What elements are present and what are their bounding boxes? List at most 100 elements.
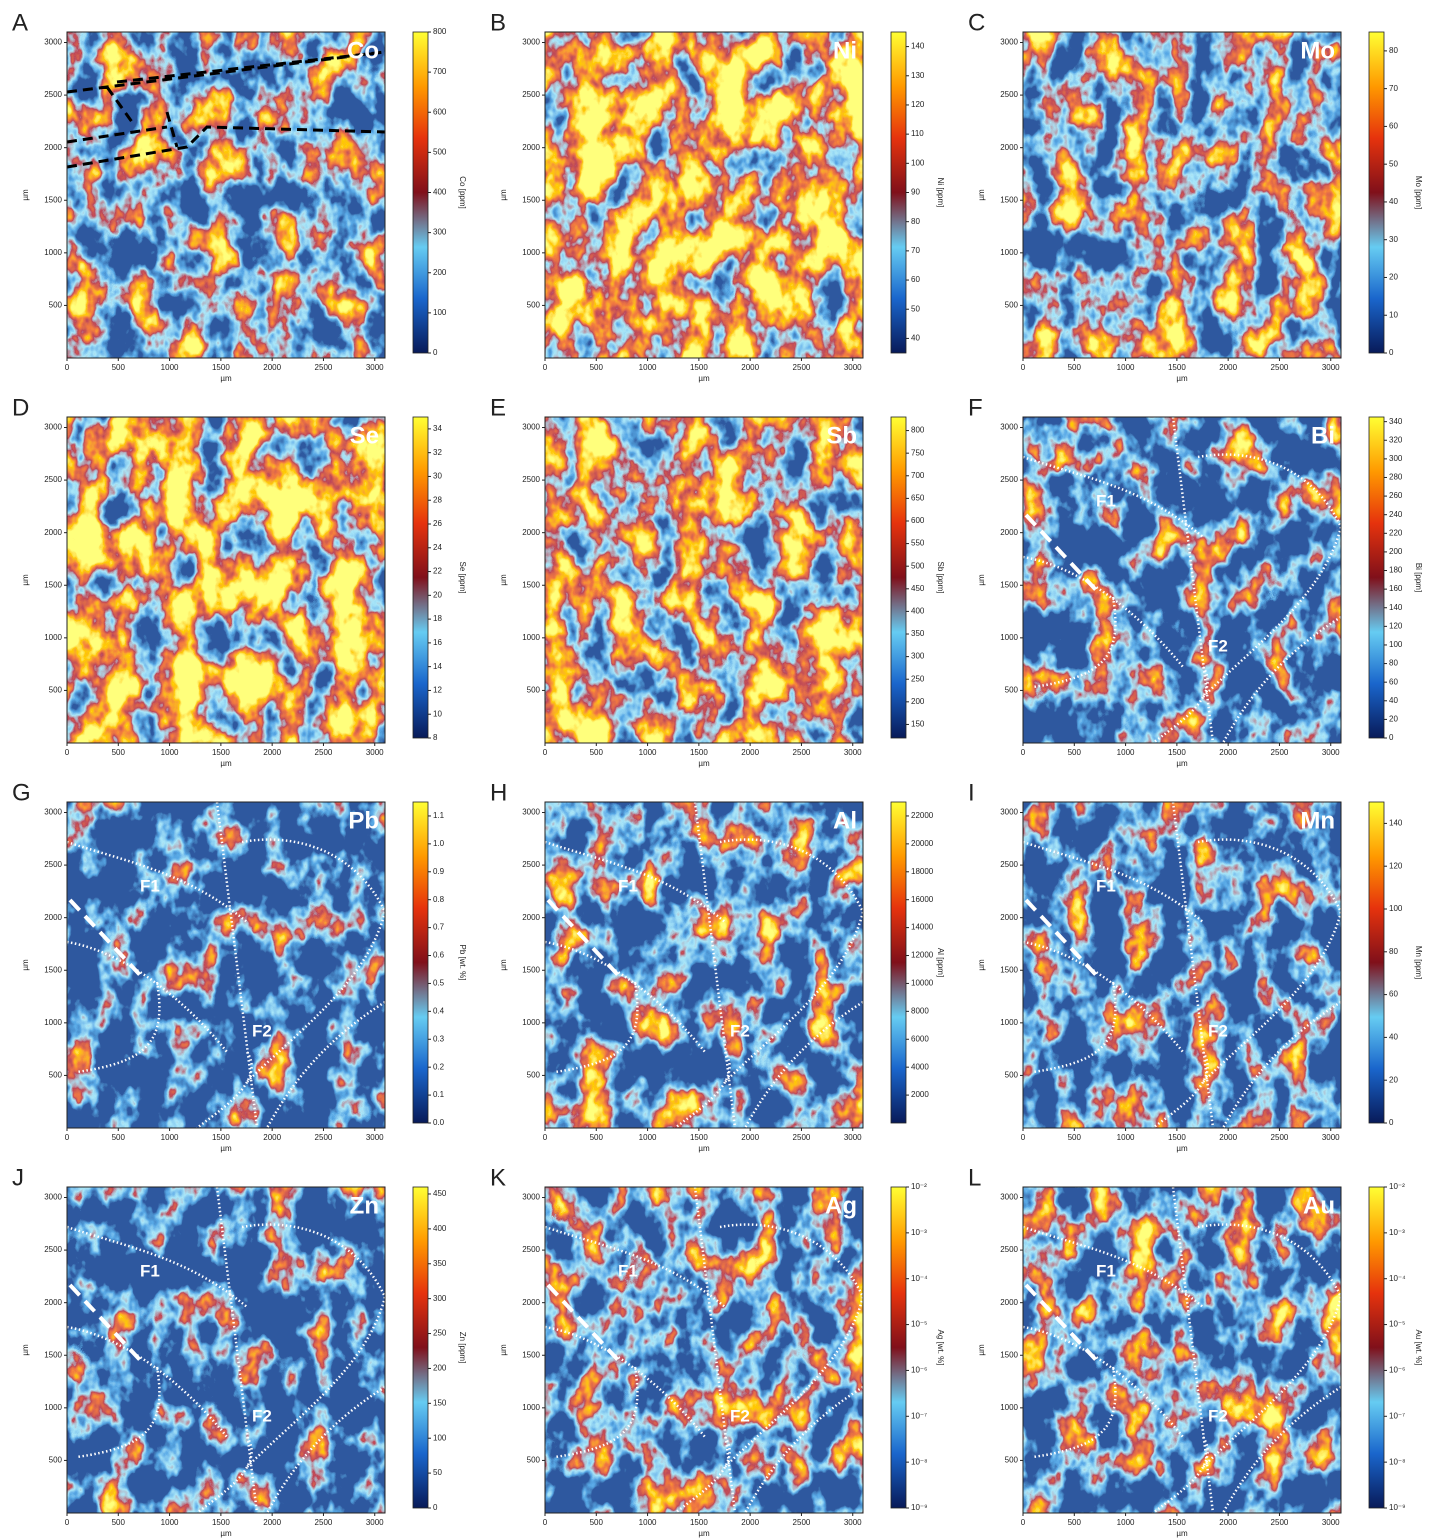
x-tick-label: 0 [543, 1133, 548, 1142]
y-tick-label: 500 [1005, 1456, 1019, 1465]
colorbar-tick-label: 500 [911, 561, 925, 570]
x-tick-label: 2500 [1271, 363, 1289, 372]
x-axis-label: µm [220, 759, 232, 768]
colorbar-tick-label: 300 [433, 228, 447, 237]
colorbar-tick-label: 250 [433, 1329, 447, 1338]
colorbar-tick-label: 10⁻⁵ [1389, 1320, 1405, 1329]
x-tick-label: 2000 [263, 748, 281, 757]
colorbar-tick-label: 0.3 [433, 1034, 445, 1043]
colorbar-tick-label: 16000 [911, 895, 934, 904]
x-tick-label: 2000 [1219, 363, 1237, 372]
panel: KF1F2Ag050010001500200025003000500100015… [490, 1164, 945, 1538]
x-tick-label: 2000 [741, 1518, 759, 1527]
colorbar-tick-label: 10⁻⁴ [1389, 1274, 1406, 1283]
x-tick-label: 2500 [793, 363, 811, 372]
panel-label: C [968, 9, 985, 36]
colorbar-tick-label: 22 [433, 567, 442, 576]
annotation: F1 [618, 1261, 638, 1280]
x-tick-label: 0 [543, 748, 548, 757]
colorbar-tick-label: 90 [911, 188, 920, 197]
colorbar-tick-label: 14 [433, 662, 442, 671]
x-tick-label: 2000 [741, 363, 759, 372]
x-tick-label: 2500 [315, 1518, 333, 1527]
y-tick-label: 3000 [1000, 423, 1018, 432]
panel: JF1F2Zn050010001500200025003000500100015… [12, 1164, 467, 1538]
annotation: F1 [1096, 491, 1116, 510]
colorbar-tick-label: 700 [433, 67, 447, 76]
colorbar-tick-label: 130 [911, 71, 925, 80]
x-tick-label: 1000 [1117, 1518, 1135, 1527]
x-tick-label: 2500 [1271, 748, 1289, 757]
y-tick-label: 1500 [44, 1350, 62, 1359]
y-tick-label: 1500 [1000, 965, 1018, 974]
y-tick-label: 2500 [1000, 860, 1018, 869]
colorbar-tick-label: 0.4 [433, 1006, 445, 1015]
heatmap-image [67, 417, 385, 743]
element-label: Co [347, 37, 379, 64]
figure: ACo0500100015002000250030005001000150020… [0, 0, 1432, 1539]
colorbar-tick-label: 34 [433, 424, 442, 433]
colorbar-tick-label: 250 [911, 674, 925, 683]
x-tick-label: 0 [65, 1133, 70, 1142]
y-tick-label: 1000 [44, 1403, 62, 1412]
colorbar-tick-label: 120 [1389, 621, 1403, 630]
colorbar-tick-label: 50 [1389, 159, 1398, 168]
colorbar-tick-label: 140 [1389, 603, 1403, 612]
x-tick-label: 1500 [212, 1518, 230, 1527]
x-tick-label: 2000 [741, 748, 759, 757]
x-tick-label: 1000 [161, 748, 179, 757]
x-tick-label: 500 [112, 1133, 126, 1142]
x-tick-label: 500 [1068, 748, 1082, 757]
colorbar-tick-label: 28 [433, 495, 442, 504]
y-tick-label: 2500 [522, 90, 540, 99]
x-tick-label: 1500 [212, 748, 230, 757]
colorbar-tick-label: 0.2 [433, 1062, 445, 1071]
colorbar-tick-label: 8 [433, 733, 438, 742]
colorbar [891, 802, 906, 1123]
x-tick-label: 2000 [1219, 748, 1237, 757]
y-tick-label: 500 [49, 686, 63, 695]
x-tick-label: 1000 [161, 1133, 179, 1142]
x-tick-label: 0 [1021, 363, 1026, 372]
panel: LF1F2Au050010001500200025003000500100015… [968, 1164, 1423, 1538]
y-tick-label: 1000 [44, 633, 62, 642]
y-axis-label: µm [977, 1344, 986, 1356]
y-tick-label: 1500 [44, 580, 62, 589]
x-tick-label: 1000 [161, 1518, 179, 1527]
colorbar-label: Co [ppm] [458, 176, 467, 208]
colorbar-tick-label: 60 [911, 275, 920, 284]
x-tick-label: 500 [112, 1518, 126, 1527]
y-tick-label: 500 [49, 1456, 63, 1465]
colorbar-tick-label: 50 [911, 304, 920, 313]
colorbar-tick-label: 150 [433, 1398, 447, 1407]
y-tick-label: 2500 [1000, 90, 1018, 99]
panel: BNi0500100015002000250030005001000150020… [490, 9, 945, 383]
x-axis-label: µm [698, 759, 710, 768]
y-tick-label: 1500 [1000, 580, 1018, 589]
colorbar-tick-label: 180 [1389, 566, 1403, 575]
colorbar-tick-label: 320 [1389, 435, 1403, 444]
panel-label: L [968, 1164, 981, 1191]
colorbar-tick-label: 260 [1389, 491, 1403, 500]
y-tick-label: 500 [1005, 1071, 1019, 1080]
colorbar-tick-label: 300 [433, 1294, 447, 1303]
colorbar-tick-label: 40 [1389, 1033, 1398, 1042]
colorbar-tick-label: 20000 [911, 839, 934, 848]
x-tick-label: 0 [65, 1518, 70, 1527]
x-tick-label: 1500 [1168, 363, 1186, 372]
colorbar-label: Mo [ppm] [1414, 176, 1423, 209]
panel-label: G [12, 779, 31, 806]
element-label: Sb [826, 422, 857, 449]
y-tick-label: 2500 [44, 1245, 62, 1254]
y-axis-label: µm [21, 189, 30, 201]
y-tick-label: 500 [527, 1071, 541, 1080]
y-tick-label: 2000 [44, 143, 62, 152]
colorbar-tick-label: 10⁻² [911, 1182, 927, 1191]
x-tick-label: 2500 [315, 1133, 333, 1142]
x-axis-label: µm [1176, 374, 1188, 383]
annotation: F2 [730, 1406, 750, 1425]
heatmap-image [545, 417, 863, 743]
colorbar-tick-label: 200 [1389, 547, 1403, 556]
y-tick-label: 2000 [1000, 528, 1018, 537]
